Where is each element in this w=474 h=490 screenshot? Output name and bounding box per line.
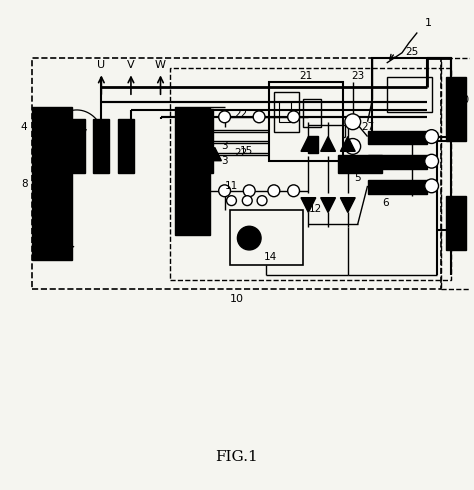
- Text: 22: 22: [234, 109, 247, 119]
- Bar: [387, 77, 432, 112]
- Circle shape: [253, 111, 265, 123]
- Circle shape: [243, 185, 255, 196]
- Circle shape: [219, 185, 230, 196]
- Text: 23: 23: [351, 72, 365, 81]
- Polygon shape: [208, 147, 221, 161]
- Bar: [373, 58, 451, 142]
- Bar: [32, 107, 72, 260]
- Polygon shape: [340, 137, 355, 151]
- Circle shape: [237, 226, 261, 250]
- Text: 10: 10: [229, 294, 244, 304]
- Bar: [170, 68, 451, 279]
- Text: 3: 3: [222, 142, 228, 151]
- Polygon shape: [340, 197, 355, 213]
- Bar: [197, 109, 213, 173]
- Circle shape: [242, 196, 252, 206]
- Bar: [309, 136, 318, 153]
- Circle shape: [227, 196, 237, 206]
- Text: 25: 25: [405, 47, 419, 57]
- Circle shape: [425, 130, 438, 144]
- Text: 1: 1: [425, 18, 432, 28]
- Bar: [229, 211, 303, 265]
- Text: 8: 8: [21, 179, 27, 189]
- Text: 22: 22: [234, 148, 247, 158]
- Text: 21: 21: [299, 72, 312, 81]
- Polygon shape: [321, 197, 336, 213]
- Bar: [338, 155, 383, 173]
- Bar: [269, 82, 343, 161]
- Text: 2: 2: [44, 137, 50, 147]
- Text: 11: 11: [225, 181, 238, 191]
- Bar: [69, 119, 84, 173]
- Circle shape: [268, 185, 280, 196]
- Bar: [177, 109, 193, 173]
- Text: 20: 20: [456, 95, 469, 105]
- Text: 5: 5: [355, 173, 361, 183]
- Circle shape: [219, 111, 230, 123]
- Circle shape: [288, 185, 300, 196]
- Text: U: U: [97, 60, 105, 70]
- Text: W: W: [155, 60, 166, 70]
- Bar: [441, 58, 471, 290]
- Text: 7: 7: [57, 131, 63, 142]
- Bar: [274, 92, 299, 132]
- Bar: [175, 107, 210, 235]
- Text: V: V: [127, 60, 135, 70]
- Text: 7: 7: [207, 128, 213, 139]
- Bar: [279, 102, 291, 122]
- Text: 7: 7: [80, 128, 87, 139]
- Text: 12: 12: [309, 203, 322, 214]
- Text: FIG.1: FIG.1: [215, 450, 258, 464]
- Bar: [118, 119, 134, 173]
- Text: 6: 6: [383, 197, 389, 208]
- Text: 15: 15: [239, 147, 253, 156]
- Text: 3: 3: [222, 156, 228, 166]
- Bar: [367, 180, 427, 194]
- Bar: [447, 77, 466, 142]
- Circle shape: [425, 179, 438, 193]
- Bar: [303, 99, 321, 127]
- Circle shape: [345, 139, 361, 154]
- Bar: [447, 196, 466, 250]
- Circle shape: [257, 196, 267, 206]
- Polygon shape: [321, 137, 336, 151]
- Polygon shape: [301, 137, 316, 151]
- Polygon shape: [301, 197, 316, 213]
- Bar: [367, 155, 427, 169]
- Bar: [367, 131, 427, 145]
- Bar: [93, 119, 109, 173]
- Text: 14: 14: [264, 252, 277, 262]
- Bar: [32, 58, 441, 290]
- Circle shape: [345, 114, 361, 130]
- Circle shape: [425, 154, 438, 168]
- Text: 27: 27: [361, 122, 374, 132]
- Circle shape: [288, 111, 300, 123]
- Text: 4: 4: [21, 122, 27, 132]
